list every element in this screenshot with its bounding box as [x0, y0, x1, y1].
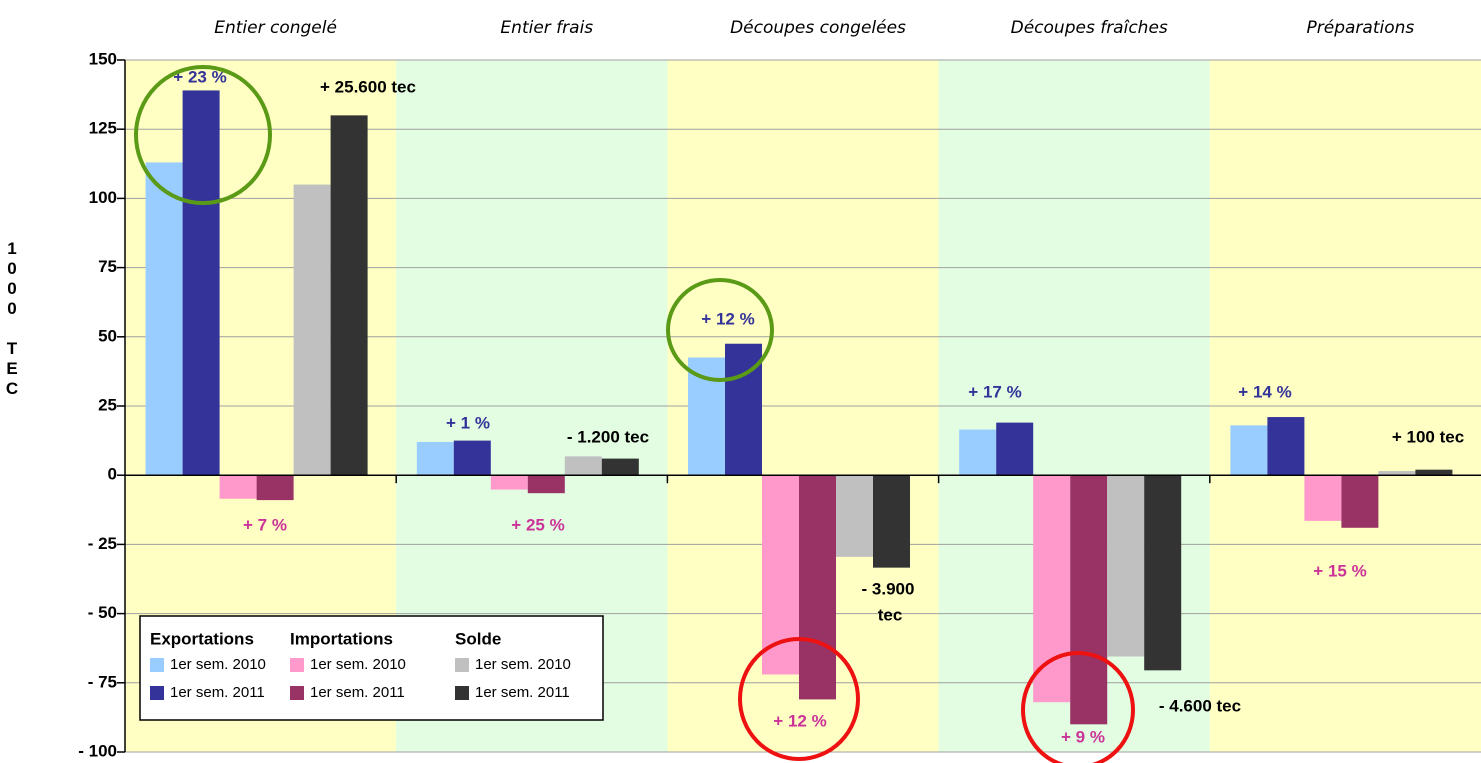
annotation: + 25 % — [511, 515, 564, 534]
y-tick-label: - 25 — [88, 534, 117, 553]
y-tick-label: 100 — [89, 188, 117, 207]
legend-swatch — [455, 686, 469, 700]
bar — [1144, 475, 1182, 671]
legend-group: Importations — [290, 629, 393, 648]
bar — [145, 162, 183, 476]
bar — [1107, 475, 1145, 657]
bar — [1033, 475, 1071, 703]
legend-label: 1er sem. 2011 — [170, 684, 265, 701]
legend-swatch — [150, 658, 164, 672]
highlight-circle — [1021, 651, 1135, 763]
legend-swatch — [455, 658, 469, 672]
bar — [293, 184, 331, 476]
legend-group: Solde — [455, 629, 501, 648]
annotation: + 25.600 tec — [320, 77, 416, 96]
category-label: Entier frais — [500, 18, 593, 38]
bar — [1267, 417, 1305, 476]
y-tick-label: - 75 — [88, 672, 117, 691]
annotation: + 14 % — [1238, 382, 1291, 401]
bar — [527, 475, 565, 494]
bar — [1341, 475, 1379, 528]
y-tick-label: 25 — [98, 395, 117, 414]
category-label: Découpes fraîches — [1011, 18, 1168, 38]
highlight-circle — [738, 637, 860, 761]
annotation: - 3.900 — [862, 579, 915, 598]
category-label: Entier congelé — [214, 18, 337, 38]
annotation: tec — [878, 605, 903, 624]
y-tick-label: 50 — [98, 326, 117, 345]
y-tick-label: - 100 — [78, 741, 117, 760]
bar — [564, 456, 602, 476]
bar — [1070, 475, 1108, 725]
legend-swatch — [290, 658, 304, 672]
bar — [873, 475, 910, 568]
y-tick-label: 0 — [108, 465, 117, 484]
bar — [416, 441, 454, 476]
bar — [1415, 469, 1453, 476]
bar — [490, 475, 528, 490]
bar — [256, 475, 294, 501]
legend-swatch — [290, 686, 304, 700]
y-tick-label: 125 — [89, 119, 117, 138]
legend-label: 1er sem. 2011 — [475, 684, 570, 701]
bar — [182, 90, 220, 476]
legend-group: Exportations — [150, 629, 254, 648]
bar — [330, 115, 368, 476]
category-label: Préparations — [1307, 18, 1415, 38]
highlight-circle — [666, 278, 774, 382]
legend-box — [139, 615, 604, 721]
annotation: + 1 % — [446, 413, 490, 432]
overlay: Entier congelé Entier frais Découpes conge… — [6, 18, 1481, 763]
annotation: + 100 tec — [1392, 427, 1464, 446]
bar — [799, 475, 836, 700]
legend-label: 1er sem. 2010 — [310, 656, 406, 673]
bar — [219, 475, 257, 499]
bar — [601, 458, 639, 476]
annotation: + 17 % — [968, 382, 1021, 401]
annotation: + 7 % — [243, 515, 287, 534]
y-tick-label: 150 — [89, 49, 117, 68]
bar — [836, 475, 873, 557]
category-label: Découpes congelées — [730, 18, 906, 38]
y-tick-label: 75 — [98, 257, 117, 276]
annotation: - 4.600 tec — [1159, 696, 1241, 715]
highlight-circle — [134, 65, 272, 205]
bar — [1304, 475, 1342, 521]
annotation: + 12 % — [701, 309, 754, 328]
bar — [959, 429, 997, 476]
legend-label: 1er sem. 2010 — [170, 656, 266, 673]
annotation: + 15 % — [1313, 561, 1366, 580]
y-tick-label: - 50 — [88, 603, 117, 622]
bar — [762, 475, 799, 675]
annotation: + 9 % — [1061, 727, 1105, 746]
annotation: - 1.200 tec — [567, 427, 649, 446]
bar — [453, 440, 491, 476]
legend-swatch — [150, 686, 164, 700]
bar — [996, 422, 1034, 476]
annotation: + 12 % — [773, 711, 826, 730]
legend-label: 1er sem. 2010 — [475, 656, 571, 673]
bar — [1230, 425, 1268, 476]
legend-label: 1er sem. 2011 — [310, 684, 405, 701]
annotation: + 23 % — [173, 67, 226, 86]
bar — [1378, 471, 1416, 476]
